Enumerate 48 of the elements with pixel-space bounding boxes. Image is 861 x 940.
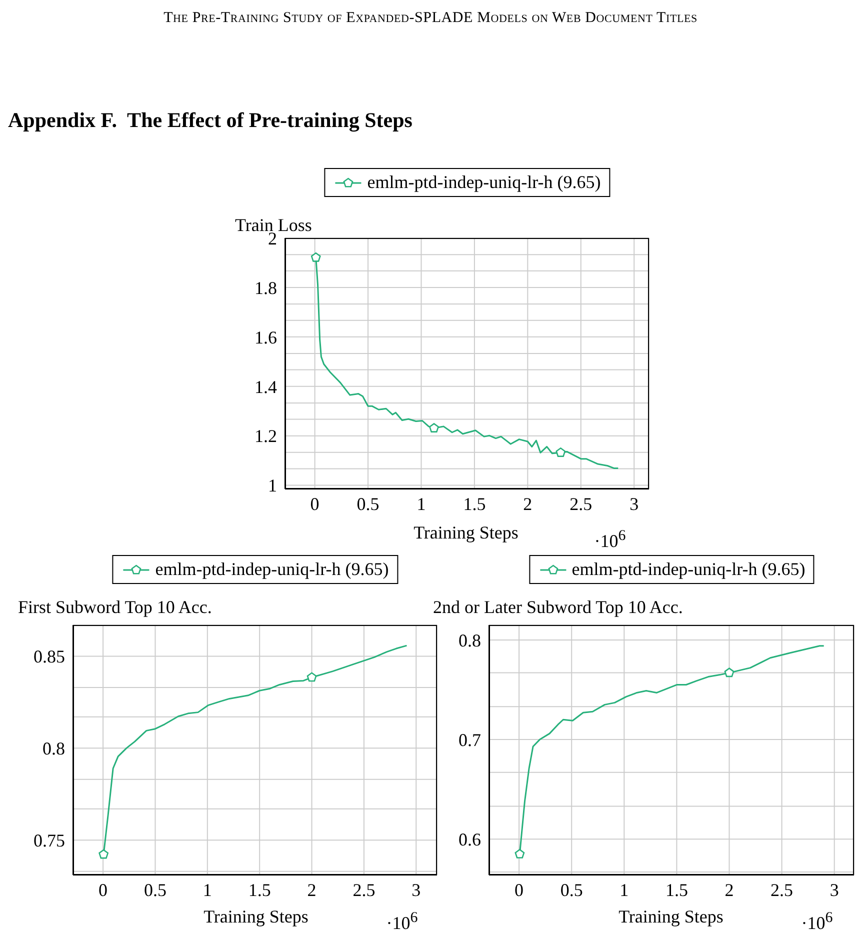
y-tick-label: 0.85 [34,646,65,667]
y-tick-label: 0.75 [34,830,65,850]
text: ·10$^{6}$ [594,528,626,552]
x-tick-label: 0.5 [560,880,583,900]
y-tick-label: 0.8 [458,630,481,650]
x-tick-label: 2.5 [352,880,376,900]
x-axis-title: Training Steps [414,522,518,544]
x-tick-label: 2.5 [570,494,592,514]
x-tick-label: 2 [307,880,316,900]
x-tick-label: 1.5 [463,494,486,514]
text: ·10$^{6}$ [801,910,833,934]
legend-label: emlm-ptd-indep-uniq-lr-h (9.65) [155,559,389,580]
y-tick-label: 0.6 [458,830,481,850]
point [310,252,321,262]
x-tick-label: 0 [514,880,524,900]
x-axis-title: Training Steps [618,906,724,928]
legend-label: emlm-ptd-indep-uniq-lr-h (9.65) [572,559,806,580]
x-tick-label: 3 [630,494,639,514]
y-tick-label: 1.4 [254,376,277,397]
x-tick-label: 2 [724,880,734,900]
text: ·10$^{6}$ [386,910,418,934]
y-tick-label: 0.8 [42,738,65,759]
x-tick-label: 2 [523,494,532,514]
x-tick-label: 1.5 [248,880,271,900]
text: The Pre-Training Study of Expanded-SPLADE Models on Web Document Titles [164,10,698,26]
x-tick-label: 1.5 [665,880,688,900]
x-tick-label: 0 [98,880,108,900]
x-axis-title: Training Steps [204,906,308,928]
x-tick-label: 1 [202,880,212,900]
y-axis-title: 2nd or Later Subword Top 10 Acc. [433,597,683,618]
y-tick-label: 0.7 [458,730,481,750]
y-tick-label: 1.6 [254,327,277,348]
point [556,448,566,457]
legend-label: emlm-ptd-indep-uniq-lr-h (9.65) [367,172,601,193]
x-tick-label: 2.5 [770,880,794,900]
x-tick-label: 0.5 [144,880,166,900]
x-tick-label: 3 [412,880,421,900]
point [429,423,439,432]
x-tick-label: 0 [310,494,320,514]
x-tick-label: 1 [416,494,426,514]
x-tick-label: 0.5 [356,494,380,514]
y-tick-label: 1.2 [254,426,277,446]
x-tick-label: 3 [830,880,839,900]
y-axis-title: First Subword Top 10 Acc. [18,597,212,618]
y-tick-label: 1 [268,476,277,496]
text: Appendix F. The Effect of Pre-training Steps [8,108,412,132]
y-tick-label: 1.8 [254,278,277,298]
x-tick-label: 1 [620,880,629,900]
